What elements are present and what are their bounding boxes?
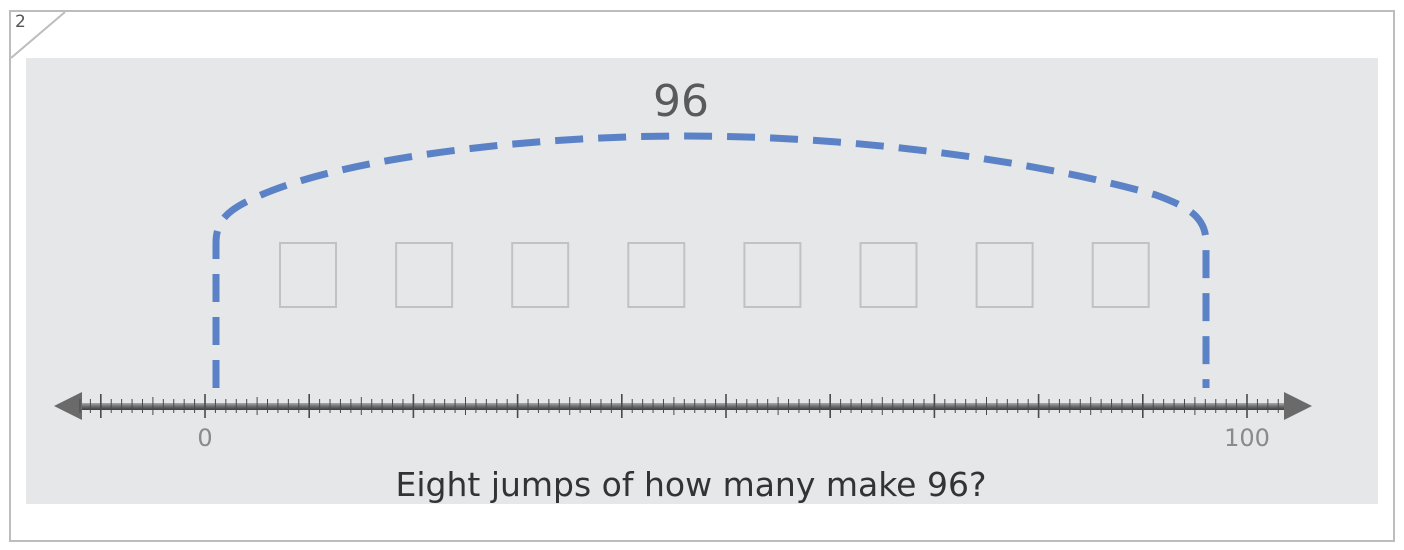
number-line-axis: 0 100 bbox=[54, 392, 1312, 452]
axis-bar bbox=[72, 403, 1302, 410]
answer-box[interactable] bbox=[511, 242, 570, 308]
total-label: 96 bbox=[653, 76, 709, 127]
number-line-panel: 96 0 100 Eight jumps of how many make 96… bbox=[26, 58, 1378, 504]
question-text: Eight jumps of how many make 96? bbox=[396, 465, 987, 504]
question-number-corner bbox=[11, 12, 66, 59]
answer-box[interactable] bbox=[975, 242, 1034, 308]
answer-box[interactable] bbox=[1091, 242, 1150, 308]
tick-marks bbox=[79, 394, 1279, 418]
answer-box[interactable] bbox=[743, 242, 802, 308]
right-arrow-icon bbox=[1284, 392, 1312, 420]
tick-label-0: 0 bbox=[197, 424, 212, 452]
number-line-diagram: 96 0 100 Eight jumps of how many make 96… bbox=[54, 76, 1312, 504]
answer-box[interactable] bbox=[859, 242, 918, 308]
left-arrow-icon bbox=[54, 392, 82, 420]
answer-boxes bbox=[279, 242, 1150, 308]
answer-box[interactable] bbox=[279, 242, 337, 308]
tick-label-100: 100 bbox=[1224, 424, 1270, 452]
question-card: 2 96 0 100 Eight jumps of how bbox=[9, 10, 1395, 542]
answer-box[interactable] bbox=[627, 242, 686, 308]
question-number: 2 bbox=[15, 12, 26, 32]
answer-box[interactable] bbox=[395, 242, 454, 308]
jump-arc-dashed bbox=[212, 132, 1210, 388]
